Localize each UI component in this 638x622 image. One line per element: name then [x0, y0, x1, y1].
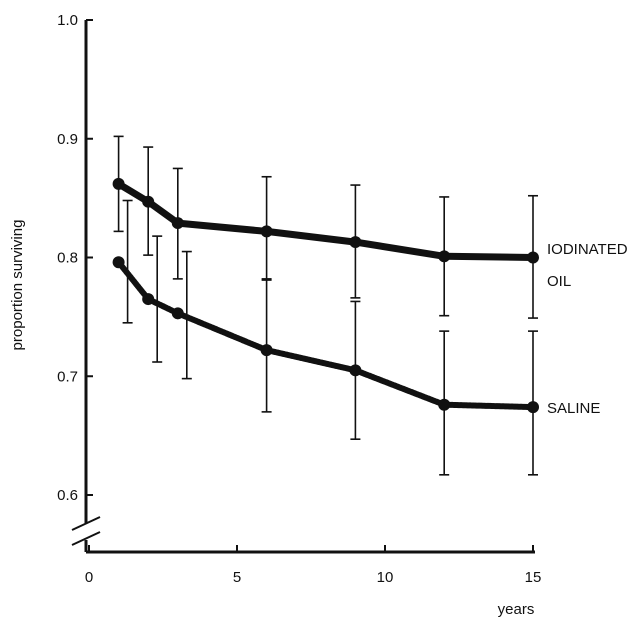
data-point [112, 256, 125, 269]
y-tick-label: 0.9 [57, 131, 78, 148]
data-point [438, 250, 451, 263]
y-tick-label: 0.8 [57, 250, 78, 267]
series-label-oil: OIL [547, 273, 571, 290]
data-point [260, 225, 273, 238]
data-point [349, 236, 362, 249]
x-tick-label: 0 [85, 569, 93, 586]
series-label-saline: SALINE [547, 400, 600, 417]
series-label-iodinated: IODINATED [547, 241, 628, 258]
data-point [142, 195, 155, 208]
data-point [527, 401, 539, 414]
series-points [112, 177, 539, 414]
axes: 0.6 0.7 0.8 0.9 1.0 0 5 10 15 years proportion sur… [9, 12, 541, 618]
data-point [260, 344, 273, 357]
y-tick-label: 1.0 [57, 12, 78, 29]
labels: IODINATED OIL SALINE [547, 241, 628, 417]
axis-break-mark-lower [71, 531, 101, 546]
y-tick-label: 0.7 [57, 368, 78, 385]
data-point [438, 398, 451, 411]
data-point [112, 177, 125, 190]
x-tick-label: 10 [377, 569, 394, 586]
y-tick-label: 0.6 [57, 487, 78, 504]
data-point [171, 307, 184, 320]
x-axis-title: years [498, 601, 535, 618]
series-line [115, 259, 536, 411]
error-bars [113, 135, 538, 476]
axis-break-mark-upper [71, 516, 101, 531]
data-point [171, 217, 184, 230]
y-axis-title: proportion surviving [9, 220, 26, 351]
x-tick-label: 5 [233, 569, 241, 586]
data-point [142, 293, 155, 306]
x-tick-label: 15 [525, 569, 542, 586]
data-point [349, 364, 362, 377]
data-point [527, 251, 539, 264]
series-lines [115, 180, 537, 411]
